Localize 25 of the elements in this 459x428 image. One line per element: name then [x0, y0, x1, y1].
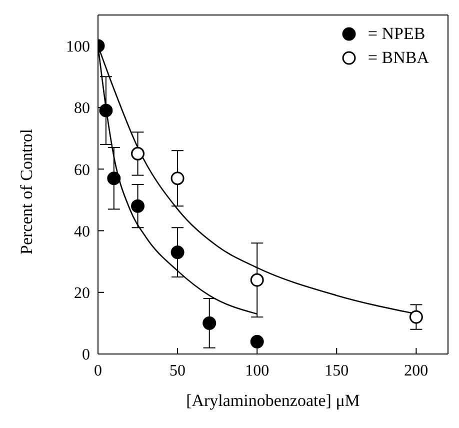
- y-tick-label: 60: [74, 162, 90, 179]
- x-tick-label: 200: [404, 362, 428, 380]
- x-tick-label: 100: [245, 362, 270, 380]
- y-tick-label: 80: [74, 100, 90, 118]
- y-tick-label: 40: [74, 223, 90, 240]
- y-tick-label: 20: [74, 285, 90, 302]
- x-axis-title: [Arylaminobenzoate] μM: [186, 391, 360, 410]
- legend-label: = BNBA: [368, 47, 429, 69]
- point: [170, 172, 184, 186]
- x-tick-label: 150: [324, 362, 349, 380]
- point: [107, 172, 121, 186]
- point: [202, 316, 216, 330]
- point: [99, 104, 113, 118]
- point: [131, 199, 145, 213]
- x-tick-label: 50: [170, 362, 186, 380]
- point: [250, 273, 264, 287]
- y-tick-label: 100: [66, 38, 90, 56]
- y-axis-title: Percent of Control: [17, 128, 36, 254]
- x-tick-label: 0: [94, 362, 102, 380]
- point: [170, 246, 184, 260]
- point: [131, 146, 145, 160]
- y-tick-label: 0: [82, 346, 90, 364]
- point: [409, 310, 423, 324]
- point: [250, 334, 264, 348]
- legend-label: = NPEB: [368, 23, 426, 45]
